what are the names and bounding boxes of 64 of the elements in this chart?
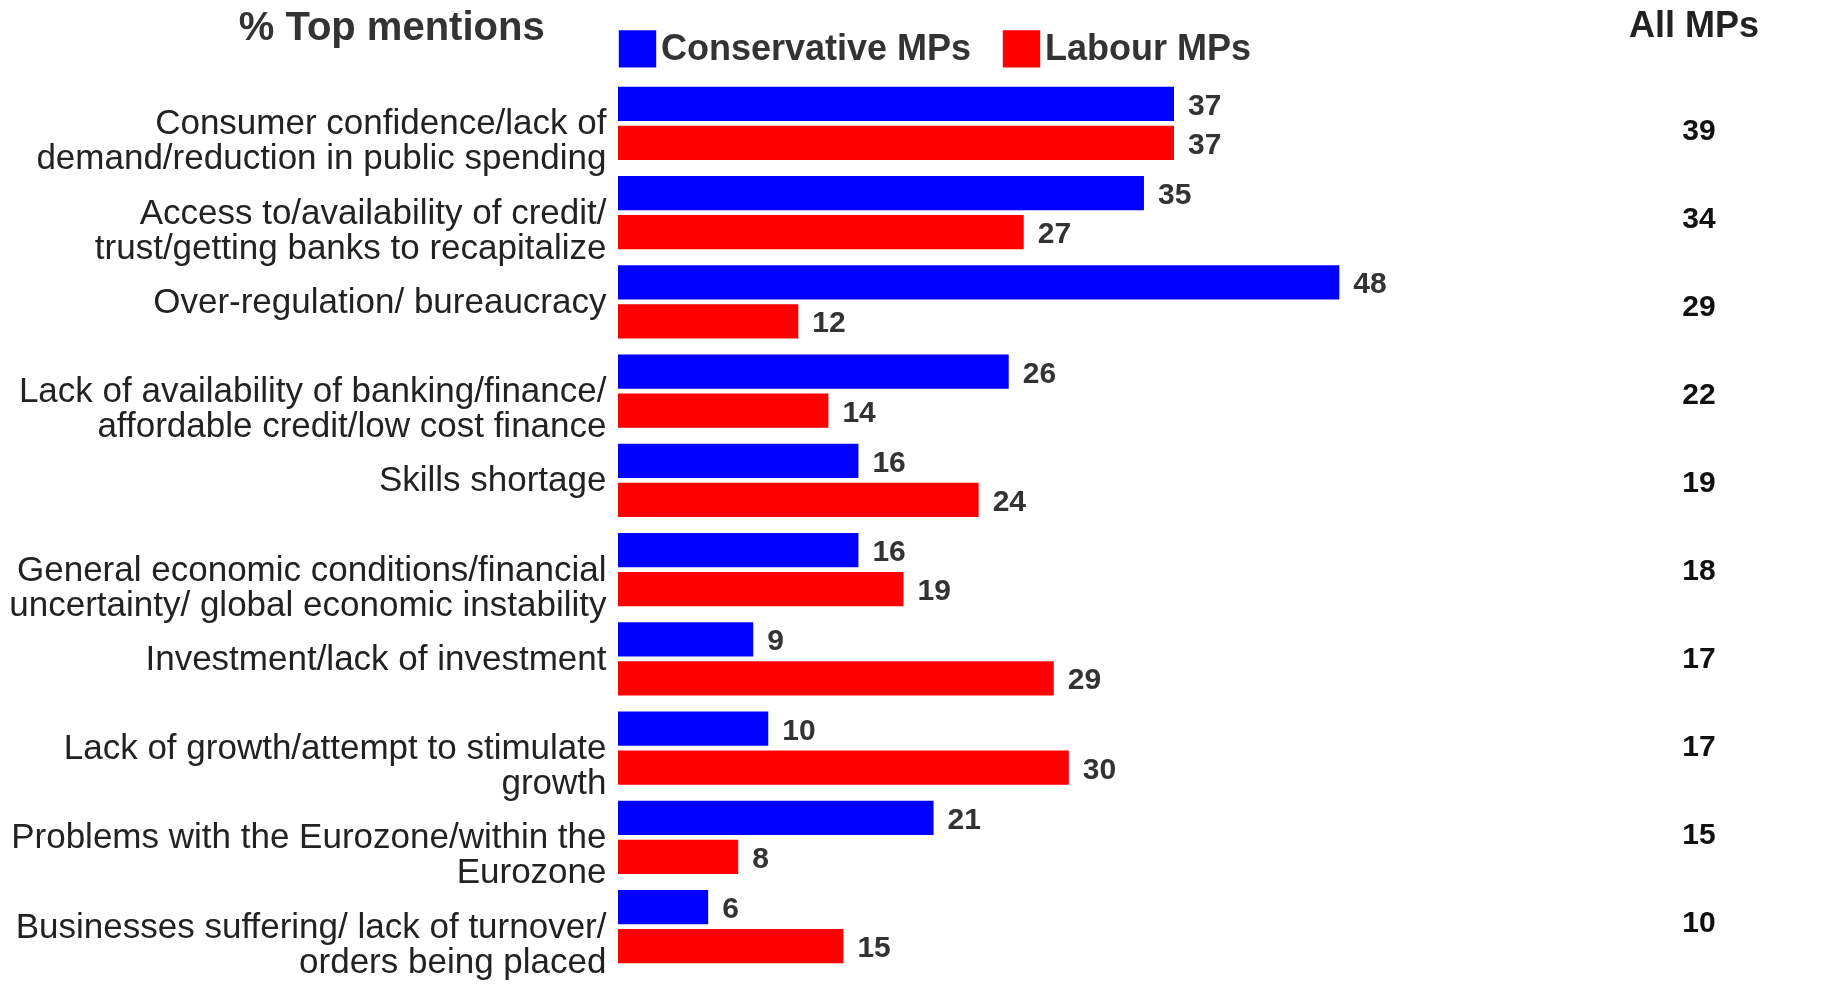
data-label: 35: [1157, 177, 1192, 211]
bar: [618, 265, 1340, 300]
bar: [618, 443, 859, 479]
data-label: 16: [872, 534, 906, 568]
bar: [618, 711, 769, 746]
bar: [618, 393, 829, 428]
bar: [618, 214, 1024, 250]
y-tick-label: General economic conditions/financial uncertainty/ global economic instability: [9, 548, 607, 623]
bar: [618, 354, 1009, 389]
y-tick-label: Consumer confidence/lack of demand/reduction in public spending: [36, 102, 607, 177]
bar: [618, 125, 1175, 160]
data-label: 24: [992, 483, 1027, 517]
data-label: 37: [1188, 87, 1222, 121]
legend-label: Labour MPs: [1045, 26, 1252, 68]
chart-title: % Top mentions: [238, 4, 545, 48]
data-label: 6: [722, 891, 739, 925]
data-label: 8: [752, 840, 769, 874]
bar: [618, 86, 1175, 122]
y-tick-label: Lack of availability of banking/finance/ affordable credit/low cost finance: [18, 370, 607, 445]
bar: [618, 661, 1054, 696]
bar: [618, 533, 859, 568]
bar: [618, 928, 844, 964]
data-label: 29: [1067, 662, 1102, 696]
data-label: 14: [842, 394, 877, 428]
text: 17: [1682, 729, 1716, 762]
text: 29: [1682, 289, 1716, 322]
data-label: 27: [1037, 216, 1072, 250]
y-tick-label: Lack of growth/attempt to stimulate growth: [63, 727, 607, 802]
data-label: 26: [1022, 355, 1057, 389]
text: 34: [1682, 201, 1716, 234]
bar: [618, 571, 904, 607]
data-label: 37: [1188, 126, 1222, 160]
data-label: 30: [1082, 751, 1117, 785]
data-label: 10: [782, 712, 816, 746]
text: 10: [1682, 905, 1716, 938]
y-tick-label: Access to/availability of credit/ trust/getting banks to recapitalize: [94, 191, 607, 266]
y-tick-label: Over-regulation/ bureaucracy: [153, 280, 607, 320]
y-tick-label: Investment/lack of investment: [145, 637, 607, 677]
text: 39: [1682, 113, 1716, 146]
data-label: 19: [917, 573, 951, 607]
text: 17: [1682, 641, 1716, 674]
legend-label: Conservative MPs: [661, 26, 972, 68]
bar: [618, 622, 754, 657]
data-label: 12: [812, 305, 846, 339]
data-label: 16: [872, 444, 906, 478]
text: 19: [1682, 465, 1716, 498]
bar: [618, 482, 979, 517]
text: All MPs: [1628, 4, 1759, 45]
text: 18: [1682, 553, 1716, 586]
bar: [618, 890, 709, 925]
bar: [618, 839, 739, 874]
y-tick-label: Businesses suffering/ lack of turnover/ orders being placed: [15, 905, 607, 980]
data-label: 15: [857, 930, 891, 964]
text: 22: [1682, 377, 1716, 410]
y-tick-label: Problems with the Eurozone/within the Eurozone: [11, 816, 607, 891]
text: 15: [1682, 817, 1716, 850]
y-tick-label: Skills shortage: [378, 459, 607, 499]
bar: [618, 304, 799, 339]
bar: [618, 176, 1144, 211]
bar: [618, 800, 934, 836]
data-label: 21: [947, 801, 981, 835]
data-label: 9: [767, 623, 784, 657]
data-label: 48: [1353, 266, 1387, 300]
bar: [618, 750, 1069, 785]
